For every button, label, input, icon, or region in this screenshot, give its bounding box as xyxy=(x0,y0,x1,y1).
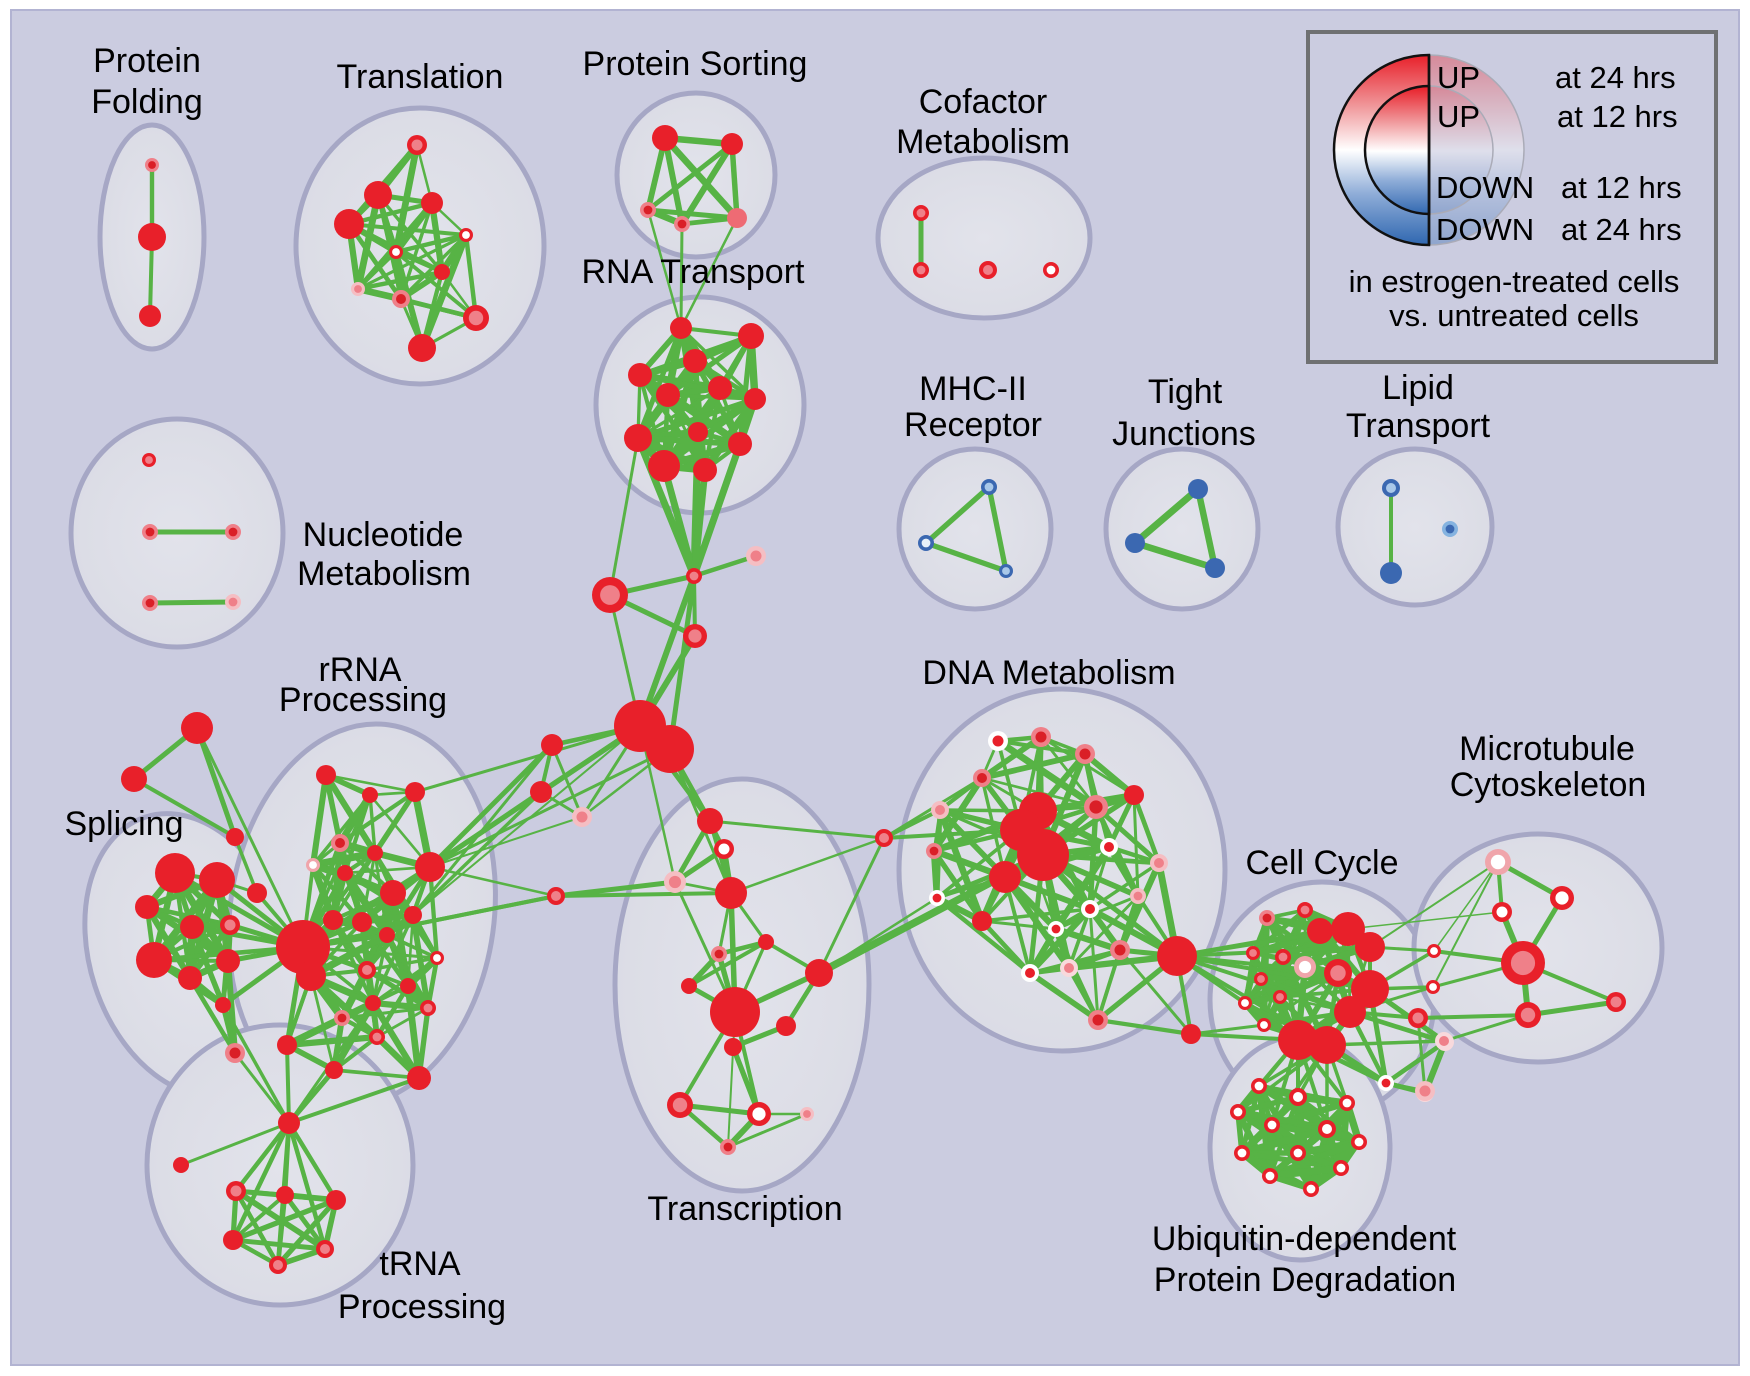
svg-text:Metabolism: Metabolism xyxy=(297,555,471,593)
svg-text:Ubiquitin-dependent: Ubiquitin-dependent xyxy=(1152,1220,1457,1258)
svg-text:Processing: Processing xyxy=(279,681,447,719)
svg-text:at 12 hrs: at 12 hrs xyxy=(1561,170,1682,205)
svg-text:Nucleotide: Nucleotide xyxy=(303,516,464,554)
svg-text:Junctions: Junctions xyxy=(1112,415,1256,453)
svg-text:Transcription: Transcription xyxy=(647,1190,842,1228)
svg-text:at 24 hrs: at 24 hrs xyxy=(1561,212,1682,247)
svg-text:at 12 hrs: at 12 hrs xyxy=(1557,99,1678,134)
svg-text:Translation: Translation xyxy=(337,58,504,96)
svg-text:rRNA: rRNA xyxy=(318,651,401,689)
svg-text:in estrogen-treated cells: in estrogen-treated cells xyxy=(1349,264,1680,299)
svg-text:Cytoskeleton: Cytoskeleton xyxy=(1450,766,1647,804)
svg-text:MHC-II: MHC-II xyxy=(919,370,1027,408)
svg-text:Microtubule: Microtubule xyxy=(1459,730,1635,768)
svg-text:at 24 hrs: at 24 hrs xyxy=(1555,60,1676,95)
svg-text:Tight: Tight xyxy=(1148,373,1223,411)
svg-text:Protein: Protein xyxy=(93,42,201,80)
svg-text:Cell Cycle: Cell Cycle xyxy=(1245,844,1398,882)
svg-text:DOWN: DOWN xyxy=(1436,212,1534,247)
svg-text:Splicing: Splicing xyxy=(64,805,183,843)
svg-text:UP: UP xyxy=(1437,60,1480,95)
svg-text:Metabolism: Metabolism xyxy=(896,123,1070,161)
svg-text:Receptor: Receptor xyxy=(904,406,1042,444)
svg-text:DOWN: DOWN xyxy=(1436,170,1534,205)
svg-text:Lipid: Lipid xyxy=(1382,369,1454,407)
svg-text:Transport: Transport xyxy=(1346,407,1491,445)
svg-text:Protein Sorting: Protein Sorting xyxy=(583,45,808,83)
svg-text:Cofactor: Cofactor xyxy=(919,83,1048,121)
svg-text:Processing: Processing xyxy=(338,1288,506,1326)
svg-text:RNA Transport: RNA Transport xyxy=(582,253,806,291)
svg-text:tRNA: tRNA xyxy=(379,1245,461,1283)
svg-text:DNA Metabolism: DNA Metabolism xyxy=(922,654,1175,692)
svg-text:Folding: Folding xyxy=(91,83,203,121)
svg-text:Protein Degradation: Protein Degradation xyxy=(1154,1261,1456,1299)
svg-text:vs. untreated cells: vs. untreated cells xyxy=(1389,298,1639,333)
svg-text:UP: UP xyxy=(1437,99,1480,134)
